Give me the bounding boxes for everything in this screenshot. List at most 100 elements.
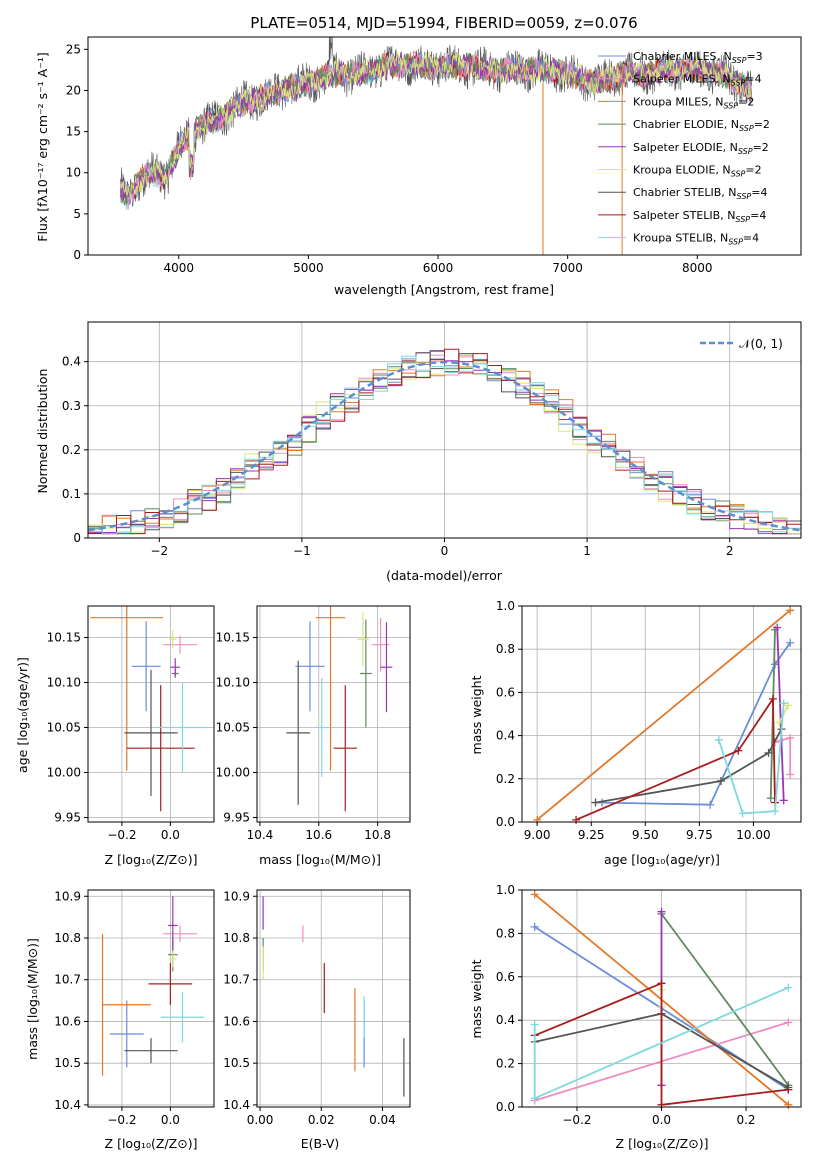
legend-label: Kroupa ELODIE, NSSP=2 [633,164,762,179]
y-tick-label: 5 [73,207,81,221]
axes-frame [521,605,802,823]
histogram-plot-area: −2 −1 0 1 2 0 0.1 0.2 0.3 0.4 [62,321,802,558]
age-mass-xlabel: mass [log₁₀(M/M⊙)] [259,852,381,867]
mass-weight-vs-z-panel: −0.2 0.0 0.2 0.0 0.2 0.4 0.6 0.8 1.0 [496,883,802,1127]
spectrum-legend: Chabrier MILES, NSSP=3 Salpeter MILES, NS… [598,50,770,247]
x-tick-label: 0.2 [736,1113,755,1127]
y-tick-label: 10.5 [223,1056,250,1070]
weight-line [534,981,789,1106]
y-tick-label: 10.6 [54,1014,81,1028]
axes-frame [87,605,215,823]
spectrum-lines [120,37,752,255]
residual-histogram-panel: −2 −1 0 1 200.10.20.30.4 (data-model)/error … [35,321,802,583]
y-tick-label: 25 [66,42,81,56]
x-tick-label: 0.00 [247,1113,274,1127]
weight-line [601,642,791,806]
weight-marker [530,1020,539,1029]
x-tick-label: 7000 [552,261,583,275]
y-tick-label: 10.8 [54,931,81,945]
histogram-legend: 𝒩(0, 1) [700,337,783,351]
x-tick-label: 2 [726,544,734,558]
y-tick-label: 10.7 [54,973,81,987]
weight-marker [768,694,777,703]
weight-marker [714,735,723,744]
mass-z-ylabel: mass [log₁₀(M/M⊙)] [25,938,40,1060]
y-tick-label: 0.2 [496,772,515,786]
mass-vs-ebv-panel: 0.00 0.02 0.04 10.4 10.5 10.6 10.7 10.8 10.9 [223,889,411,1127]
spectrum-title: PLATE=0514, MJD=51994, FIBERID=0059, z=0… [250,14,637,32]
y-tick-label: 10.9 [223,889,250,903]
x-tick-label: 9.50 [632,828,659,842]
weight-marker [530,890,539,899]
legend-label: Chabrier STELIB, NSSP=4 [633,186,767,201]
error-bars [286,606,393,812]
weight-marker [779,796,788,805]
weight-marker [786,638,795,647]
legend-label: Salpeter STELIB, NSSP=4 [633,209,766,224]
spectrum-panel: PLATE=0514, MJD=51994, FIBERID=0059, z=0… [35,14,802,297]
x-tick-label: −0.2 [562,1113,591,1127]
y-tick-label: 0.8 [496,926,515,940]
legend-label: Salpeter ELODIE, NSSP=2 [633,141,769,156]
x-tick-label: 0.0 [652,1113,671,1127]
legend-subscript: SSP [739,124,754,133]
y-tick-label: 0 [73,248,81,262]
y-tick-label: 10.7 [223,973,250,987]
y-tick-label: 10.4 [223,1098,250,1112]
spectrum-plot-area: 4000 5000 6000 7000 8000 0 5 10 15 20 25 [66,36,802,275]
y-tick-label: 0.0 [496,1100,515,1114]
histogram-ylabel: Normed distribution [35,369,50,494]
x-tick-label: 0.0 [161,828,180,842]
weight-marker [786,733,795,742]
legend-subscript: SSP [735,215,750,224]
y-tick-label: 15 [66,125,81,139]
y-tick-label: 1.0 [496,883,515,897]
weight-z-xlabel: Z [log₁₀(Z/Z⊙)] [616,1136,709,1151]
spectrum-xlabel: wavelength [Angstrom, rest frame] [334,282,554,297]
y-tick-label: 0.8 [496,642,515,656]
legend-label: Chabrier ELODIE, NSSP=2 [633,118,770,133]
x-tick-label: 6000 [423,261,454,275]
legend-value: =2 [754,118,770,131]
legend-subscript: SSP [732,56,747,65]
axes-frame [87,889,215,1108]
legend-subscript: SSP [738,147,753,156]
x-tick-label: 1 [583,544,591,558]
x-tick-label: 10.6 [305,828,332,842]
age-vs-z-panel: −0.2 0.0 9.95 10.00 10.05 10.10 10.15 [47,605,215,842]
legend-subscript: SSP [737,192,752,201]
x-tick-label: 10.00 [736,828,770,842]
x-tick-label: 4000 [163,261,194,275]
weight-line [575,696,776,821]
age-z-xlabel: Z [log₁₀(Z/Z⊙)] [105,852,198,867]
x-tick-label: −0.2 [107,828,136,842]
weight-marker [779,699,788,708]
legend-subscript: SSP [723,101,738,110]
y-tick-label: 0.4 [62,355,81,369]
weight-age-ylabel: mass weight [469,675,484,754]
age-vs-mass-panel: 10.4 10.6 10.8 9.95 10.00 10.05 10.10 10.15 [216,605,411,842]
y-tick-label: 0.3 [62,399,81,413]
legend-label: Salpeter MILES, NSSP=4 [633,73,762,88]
legend-value: =4 [750,209,766,222]
y-tick-label: 0.6 [496,970,515,984]
weight-marker [706,800,715,809]
x-tick-label: 10.4 [247,828,274,842]
weight-line [536,609,791,821]
y-tick-label: 10.9 [54,889,81,903]
spectrum-line [120,51,752,199]
x-tick-label: 0.04 [369,1113,396,1127]
weight-line [717,703,785,815]
weight-marker [734,746,743,755]
weight-marker [784,983,793,992]
y-tick-label: 9.95 [54,811,81,825]
legend-value: =2 [738,95,754,108]
y-tick-label: 10.00 [216,766,250,780]
x-tick-label: −2 [150,544,168,558]
legend-normal-label: 𝒩(0, 1) [739,337,783,351]
weight-marker [784,701,793,710]
y-tick-label: 0 [73,531,81,545]
legend-label: Chabrier MILES, NSSP=3 [633,50,763,65]
hist-steps [88,348,801,535]
